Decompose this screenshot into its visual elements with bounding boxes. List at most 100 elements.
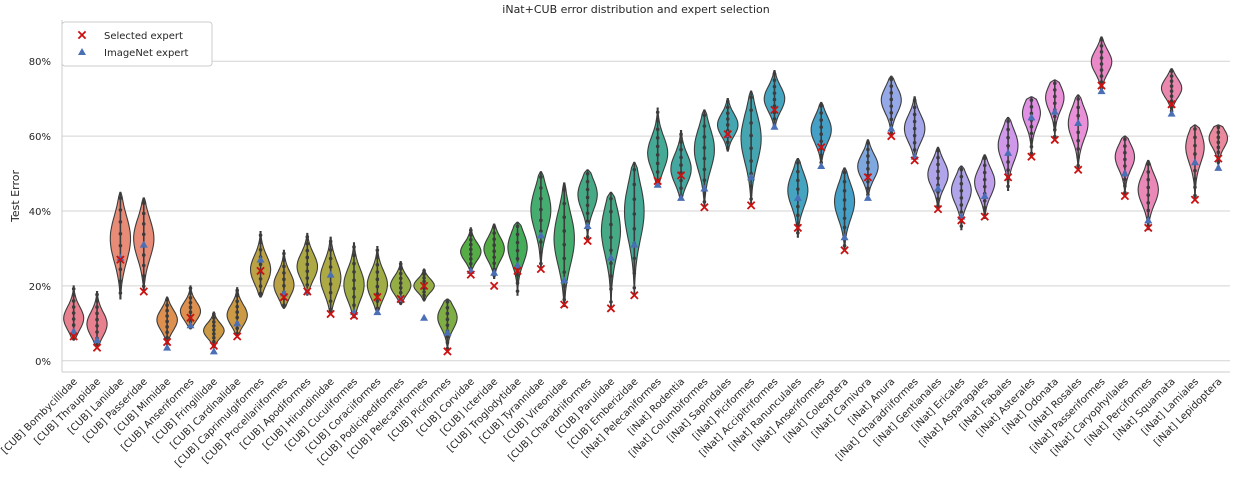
violin-point [889,91,894,95]
violin-point [679,186,683,190]
violin-point [469,257,473,261]
violin-point [1076,138,1080,143]
violin-point [632,256,637,261]
violin-point [1076,97,1080,101]
violin-point [352,245,356,249]
violin-point [819,139,823,144]
selected-expert-marker [746,201,756,210]
violin-point [235,326,239,331]
violin-point [819,104,823,108]
violin-point [936,148,940,153]
violin-point [1099,62,1104,66]
violin-point [1029,124,1034,129]
imagenet-expert-marker [69,327,78,335]
violin-point [936,203,940,208]
violin-point [71,305,76,309]
violin-point [1006,119,1010,124]
violin-point [936,197,940,201]
violin-point [1053,81,1057,86]
violin-point [305,235,310,239]
violin-point [141,253,146,257]
violin-point [632,167,637,172]
violin-point [328,265,333,269]
imagenet-expert-marker [770,122,779,130]
violin-point [1193,152,1197,156]
selected-expert-marker [887,131,896,141]
violin-point [1029,104,1034,109]
violin-point [422,279,426,284]
violin-point [1053,128,1057,132]
violin-point [95,311,99,316]
violin-point [959,167,964,172]
violin-point [562,297,567,302]
imagenet-expert-marker [747,173,756,181]
imagenet-expert-marker [209,347,218,355]
selected-expert-marker [863,173,873,182]
violin-point [889,97,894,102]
selected-expert-marker [1050,135,1060,145]
selected-expert-marker [349,311,359,321]
legend-label: Selected expert [104,31,183,42]
violin-point [609,209,613,214]
violin-point [702,124,707,128]
violin-point [866,154,870,158]
violin-point [235,294,239,298]
selected-expert-marker [489,281,499,291]
violin-point [1006,184,1010,189]
selected-expert-marker [1027,152,1036,161]
violin-point [842,170,847,175]
violin-point [539,175,543,179]
violin-point [749,133,753,138]
violin-point [1029,98,1034,102]
violin-point [889,104,894,108]
violin-point [118,208,123,212]
selected-expert-marker [980,212,989,221]
violin-point [1099,38,1104,42]
violin-point [819,111,823,115]
violin-point [165,303,169,308]
violin-point [328,299,333,303]
violin-point [609,222,613,227]
violin-point [982,156,987,161]
violin-point [609,287,613,291]
violin-point [959,203,964,207]
selected-expert-marker [256,266,265,276]
violin-point [95,330,99,334]
violin-point [1123,144,1127,148]
violin-point [71,317,76,321]
violin-point [982,184,987,189]
violin-point [725,99,730,104]
violin-point [1146,162,1151,167]
violin-point [1169,79,1174,83]
violin-point [258,247,263,252]
violin-point [282,271,286,275]
imagenet-expert-marker [1214,163,1223,171]
selected-expert-marker [513,266,522,276]
violin-point [328,282,333,286]
violin-point [258,284,263,288]
imagenet-expert-marker [490,268,499,276]
imagenet-expert-marker [93,336,102,344]
imagenet-expert-marker [793,193,802,201]
violin-point [95,342,99,347]
violin-point [1053,88,1057,92]
violin-point [1216,140,1221,145]
selected-expert-marker [139,287,148,296]
violin-point [679,155,683,160]
violin-point [328,307,333,312]
violin-point [118,196,123,200]
violin-point [655,161,660,166]
violin-point [749,159,753,163]
violin-point [609,196,613,201]
violin-point [1099,68,1104,72]
imagenet-expert-marker [1004,148,1013,156]
violin-point [655,144,660,149]
violin-point [212,320,216,324]
imagenet-expert-marker [840,233,849,241]
imagenet-expert-marker [256,255,265,263]
violin-point [679,163,683,167]
violin-point [796,231,800,235]
violin-point [959,181,964,186]
violin-point [1146,208,1151,213]
